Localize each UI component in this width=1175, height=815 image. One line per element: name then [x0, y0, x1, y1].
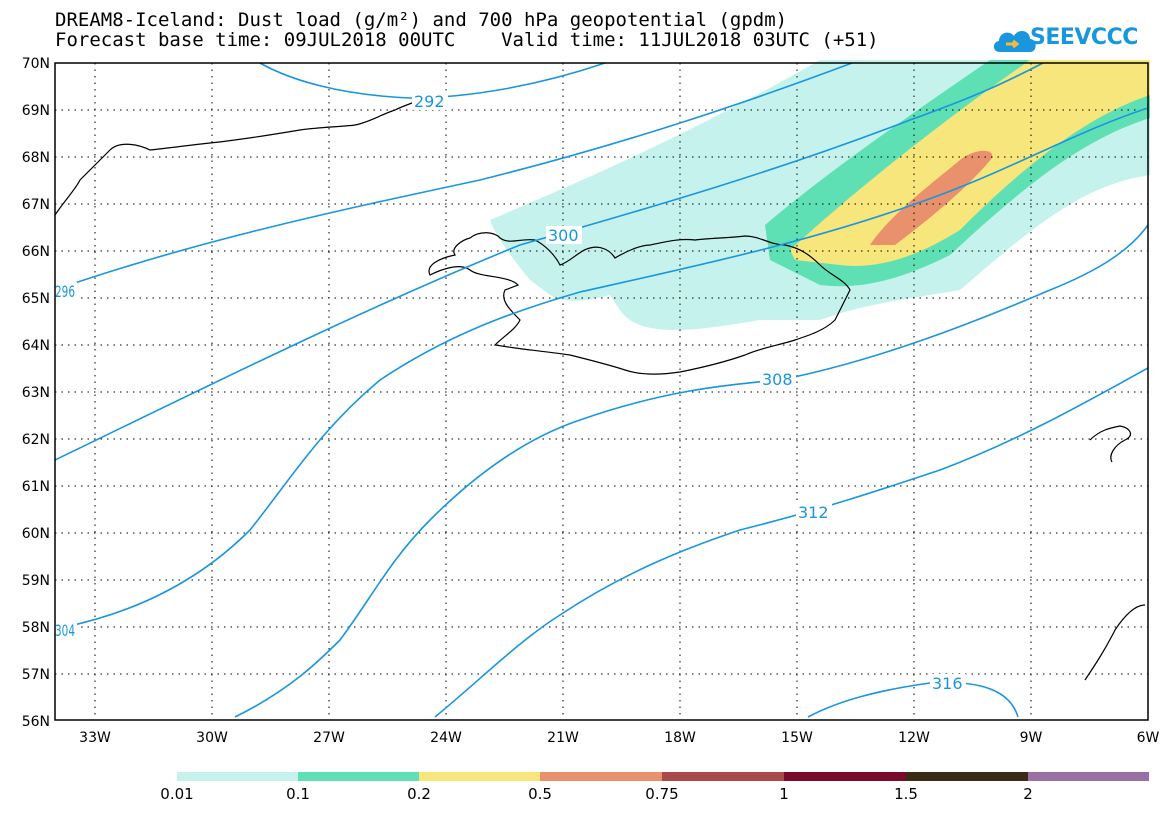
lon-label: 24W: [430, 730, 462, 746]
logo-text: SEEVCCC: [1030, 25, 1138, 50]
contour-300: [54, 62, 1044, 461]
lon-label: 12W: [898, 730, 930, 746]
dust-load-field: [490, 60, 1150, 330]
colorbar: [177, 772, 1149, 781]
contour-label-group: 292 296 300 304 308 312 316: [55, 92, 966, 693]
lat-label: 61N: [22, 479, 50, 495]
lat-label: 58N: [22, 620, 50, 636]
colorbar-segment: [177, 772, 298, 781]
lon-label: 27W: [313, 730, 345, 746]
lon-label: 18W: [664, 730, 696, 746]
lon-label: 21W: [547, 730, 579, 746]
map-title: DREAM8-Iceland: Dust load (g/m²) and 700…: [55, 9, 788, 31]
lat-label: 69N: [22, 103, 50, 119]
lat-label: 65N: [22, 291, 50, 307]
lat-label: 67N: [22, 197, 50, 213]
lat-label: 57N: [22, 667, 50, 683]
lat-label: 68N: [22, 150, 50, 166]
colorbar-label: 0.75: [645, 785, 679, 803]
lat-label: 56N: [22, 714, 50, 730]
contour-label-304: 304: [55, 621, 75, 640]
greenland-coast: [54, 94, 436, 216]
contour-label-308: 308: [762, 370, 793, 389]
lat-label: 64N: [22, 338, 50, 354]
lon-label: 15W: [781, 730, 813, 746]
lon-label: 6W: [1137, 730, 1160, 746]
colorbar-segment: [1028, 772, 1149, 781]
colorbar-label: 0.01: [160, 785, 194, 803]
latitude-labels: 70N 69N 68N 67N 66N 65N 64N 63N 62N 61N …: [22, 56, 50, 730]
lat-label: 63N: [22, 385, 50, 401]
colorbar-segment: [419, 772, 540, 781]
contour-296: [59, 62, 853, 289]
lon-label: 30W: [196, 730, 228, 746]
map-frame: [54, 62, 1149, 721]
lat-label: 70N: [22, 56, 50, 72]
colorbar-label: 0.1: [286, 785, 310, 803]
colorbar-segment: [662, 772, 784, 781]
contour-308: [234, 224, 1149, 718]
map-subtitle: Forecast base time: 09JUL2018 00UTC Vali…: [55, 29, 879, 51]
contour-label-296: 296: [55, 282, 75, 301]
lat-label: 59N: [22, 573, 50, 589]
cloud-icon: [993, 30, 1036, 52]
colorbar-segment: [784, 772, 906, 781]
contour-label-312: 312: [798, 503, 829, 522]
contour-label-316: 316: [932, 674, 963, 693]
colorbar-label: 0.2: [407, 785, 431, 803]
contour-label-292: 292: [414, 92, 445, 111]
colorbar-label: 1.5: [894, 785, 918, 803]
norway-coast: [1084, 604, 1146, 681]
colorbar-segment: [540, 772, 662, 781]
colorbar-label: 0.5: [528, 785, 552, 803]
contour-label-300: 300: [548, 226, 579, 245]
lat-label: 66N: [22, 244, 50, 260]
lat-label: 62N: [22, 432, 50, 448]
lon-label: 33W: [79, 730, 111, 746]
longitude-labels: 33W 30W 27W 24W 21W 18W 15W 12W 9W 6W: [79, 730, 1159, 746]
coastlines: [54, 94, 1146, 681]
contour-292: [259, 62, 606, 99]
colorbar-segment: [906, 772, 1028, 781]
geopotential-contours: [54, 62, 1149, 718]
colorbar-segment: [298, 772, 419, 781]
graticule: [55, 63, 1148, 720]
iceland-coast: [428, 232, 851, 375]
contour-312: [434, 367, 1149, 718]
lat-label: 60N: [22, 526, 50, 542]
faroe-coast: [1089, 425, 1132, 463]
colorbar-label: 1: [779, 785, 789, 803]
lon-label: 9W: [1020, 730, 1043, 746]
contour-316: [807, 681, 1019, 718]
colorbar-label: 2: [1023, 785, 1033, 803]
contour-304: [59, 107, 1149, 629]
